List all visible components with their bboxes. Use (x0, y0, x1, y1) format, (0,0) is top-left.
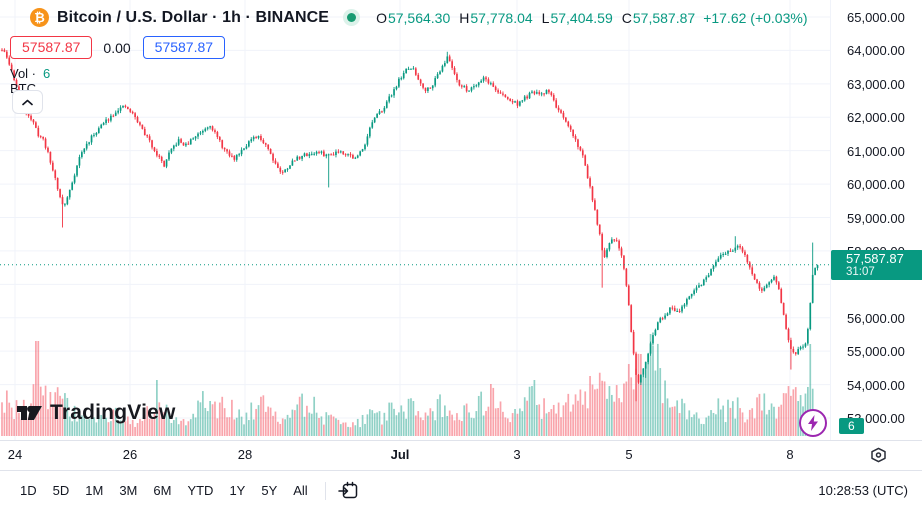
open-value: 57,564.30 (387, 9, 451, 26)
grid-layer (0, 0, 830, 440)
price-axis-label: 64,000.00 (847, 43, 905, 59)
symbol-title[interactable]: Bitcoin / U.S. Dollar · 1h · BINANCE (57, 8, 330, 26)
range-button-5d[interactable]: 5D (52, 483, 70, 498)
collapse-legend-button[interactable] (12, 90, 43, 114)
high-label: H (459, 9, 470, 26)
current-price-value: 57,587.87 (846, 250, 904, 266)
close-value: 57,587.87 (632, 9, 696, 26)
bottom-toolbar: 1D 5D 1M 3M 6M YTD 1Y 5Y All 10:28:53 (UTC) (0, 470, 922, 510)
price-axis[interactable]: 57,587.87 31:07 6 65,000.00 64,000.00 63,0… (830, 0, 922, 440)
tradingview-logo-icon (17, 405, 42, 420)
time-axis-label: 3 (513, 447, 521, 462)
low-label: L (541, 9, 550, 26)
lightning-bolt-icon (808, 415, 818, 431)
volume-value: 6 (43, 66, 51, 81)
close-label: C (621, 9, 632, 26)
bitcoin-icon: ₿ (30, 8, 49, 27)
calendar-arrow-icon (338, 481, 358, 498)
range-button-1y[interactable]: 1Y (229, 483, 246, 498)
sell-price-button[interactable]: 57587.87 (10, 36, 93, 59)
current-price-badge: 57,587.87 31:07 (831, 249, 922, 280)
price-axis-label: 62,000.00 (847, 110, 905, 126)
price-axis-label: 54,000.00 (847, 377, 905, 393)
range-button-all[interactable]: All (293, 483, 308, 498)
watermark-text: TradingView (50, 401, 176, 424)
buy-price-button[interactable]: 57587.87 (142, 36, 226, 59)
spread-value: 0.00 (103, 39, 131, 56)
range-button-6m[interactable]: 6M (153, 483, 172, 498)
time-axis-label: 24 (7, 447, 23, 462)
tradingview-watermark[interactable]: TradingView (16, 401, 176, 425)
change-value: +17.62 (+0.03%) (703, 9, 808, 26)
session-clock[interactable]: 10:28:53 (UTC) (818, 483, 908, 498)
price-axis-label: 55,000.00 (847, 344, 905, 360)
price-axis-label: 56,000.00 (847, 310, 905, 326)
range-button-3m[interactable]: 3M (119, 483, 138, 498)
go-to-date-button[interactable] (335, 478, 363, 504)
open-label: O (376, 9, 387, 26)
time-axis-label: 28 (237, 447, 253, 462)
price-axis-label: 63,000.00 (847, 76, 905, 92)
price-axis-label: 61,000.00 (847, 143, 905, 159)
market-status-icon[interactable] (343, 9, 361, 26)
price-axis-label: 60,000.00 (847, 177, 905, 193)
time-axis-label: 5 (625, 447, 633, 462)
price-axis-label: 59,000.00 (847, 210, 905, 226)
time-axis-label: 8 (786, 447, 794, 462)
candlestick-chart[interactable] (0, 0, 830, 440)
range-button-5y[interactable]: 5Y (261, 483, 278, 498)
time-axis[interactable]: 24 26 28 Jul 3 5 8 (0, 440, 922, 470)
instant-trading-button[interactable] (799, 409, 827, 437)
high-value: 57,778.04 (470, 9, 533, 26)
gear-icon (870, 447, 886, 463)
candles-layer (1, 48, 819, 402)
ohlc-values: O 57,564.30 H 57,778.04 L 57,404.59 C 57,587… (376, 10, 807, 26)
range-button-1m[interactable]: 1M (85, 483, 104, 498)
price-axis-label: 65,000.00 (847, 10, 905, 25)
range-button-ytd[interactable]: YTD (187, 483, 214, 498)
range-button-1d[interactable]: 1D (20, 483, 37, 498)
low-value: 57,404.59 (550, 9, 613, 26)
toolbar-divider (324, 481, 326, 500)
volume-axis-badge: 6 (839, 418, 864, 434)
volume-layer (1, 334, 819, 436)
chart-settings-button[interactable] (866, 444, 890, 466)
time-axis-label: Jul (390, 447, 410, 462)
time-axis-label: 26 (122, 447, 138, 462)
bar-countdown: 31:07 (846, 265, 875, 278)
chevron-up-icon (22, 99, 33, 105)
